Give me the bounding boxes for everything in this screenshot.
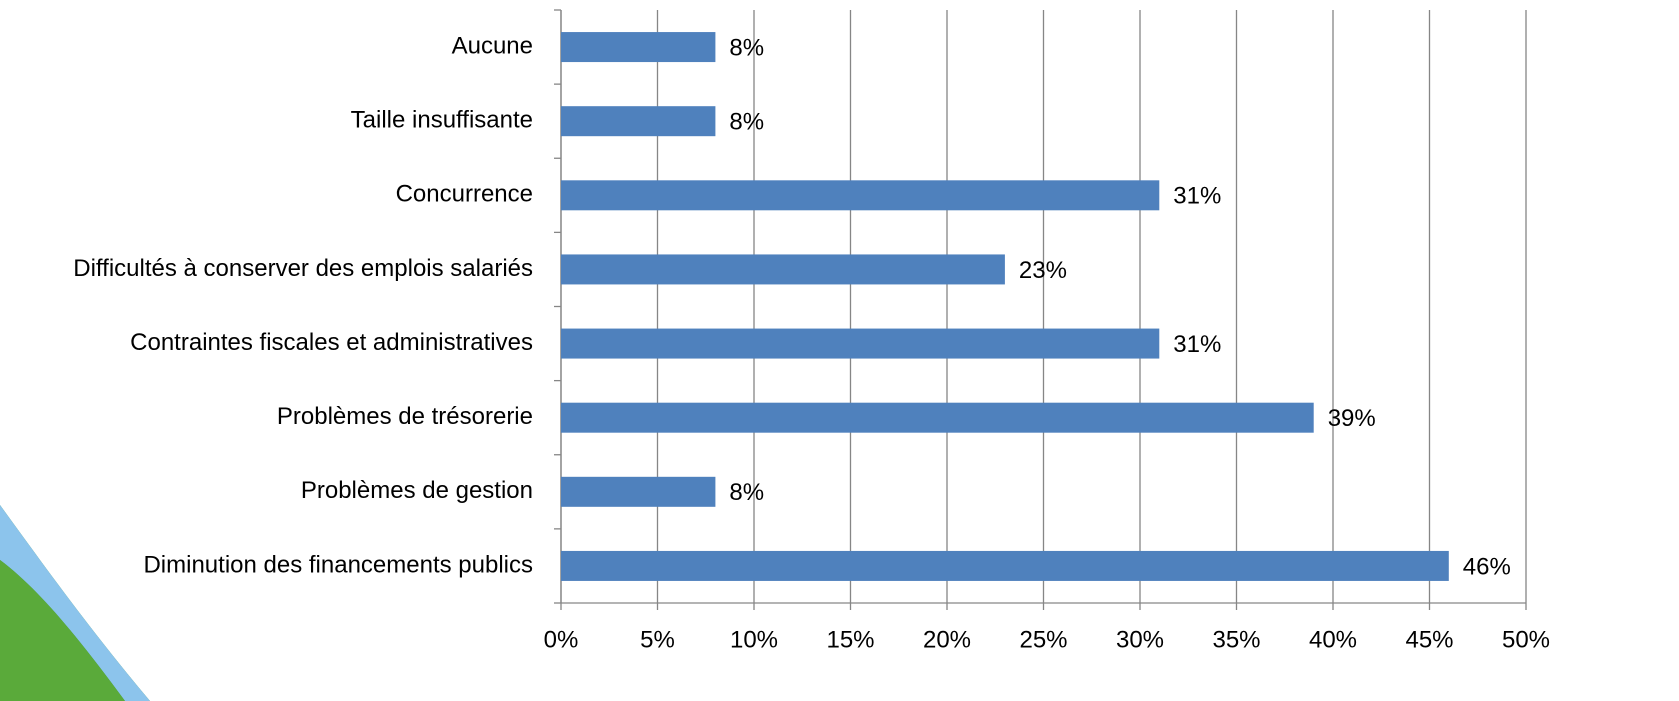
y-tick-label: Contraintes fiscales et administratives bbox=[130, 329, 533, 356]
bar bbox=[561, 106, 716, 137]
data-label: 8% bbox=[729, 109, 764, 136]
data-label: 46% bbox=[1463, 553, 1511, 580]
x-tick-label: 35% bbox=[1212, 626, 1260, 653]
decoration bbox=[0, 505, 150, 701]
x-tick-label: 40% bbox=[1309, 626, 1357, 653]
y-tick-label: Problèmes de gestion bbox=[301, 477, 533, 504]
bar bbox=[561, 254, 1005, 285]
x-tick-label: 25% bbox=[1019, 626, 1067, 653]
x-tick-label: 5% bbox=[640, 626, 675, 653]
x-tick-label: 30% bbox=[1116, 626, 1164, 653]
x-tick-label: 10% bbox=[730, 626, 778, 653]
bar bbox=[561, 476, 716, 507]
x-tick-label: 20% bbox=[923, 626, 971, 653]
bar bbox=[561, 180, 1160, 211]
y-tick-label: Problèmes de trésorerie bbox=[277, 403, 533, 430]
bar bbox=[561, 550, 1449, 581]
y-tick-label: Difficultés à conserver des emplois sala… bbox=[73, 255, 533, 282]
data-label: 31% bbox=[1173, 331, 1221, 358]
x-tick-label: 45% bbox=[1405, 626, 1453, 653]
y-tick-label: Concurrence bbox=[396, 181, 533, 208]
x-tick-label: 0% bbox=[544, 626, 579, 653]
y-tick-label: Taille insuffisante bbox=[351, 107, 533, 134]
bar bbox=[561, 32, 716, 63]
data-label: 8% bbox=[729, 34, 764, 61]
y-tick-label: Aucune bbox=[452, 32, 533, 59]
bar bbox=[561, 402, 1314, 433]
data-label: 8% bbox=[729, 479, 764, 506]
bar bbox=[561, 328, 1160, 359]
x-tick-label: 50% bbox=[1502, 626, 1550, 653]
x-tick-label: 15% bbox=[826, 626, 874, 653]
y-tick-label: Diminution des financements publics bbox=[143, 551, 533, 578]
data-label: 31% bbox=[1173, 183, 1221, 210]
data-label: 23% bbox=[1019, 257, 1067, 284]
data-label: 39% bbox=[1328, 405, 1376, 432]
